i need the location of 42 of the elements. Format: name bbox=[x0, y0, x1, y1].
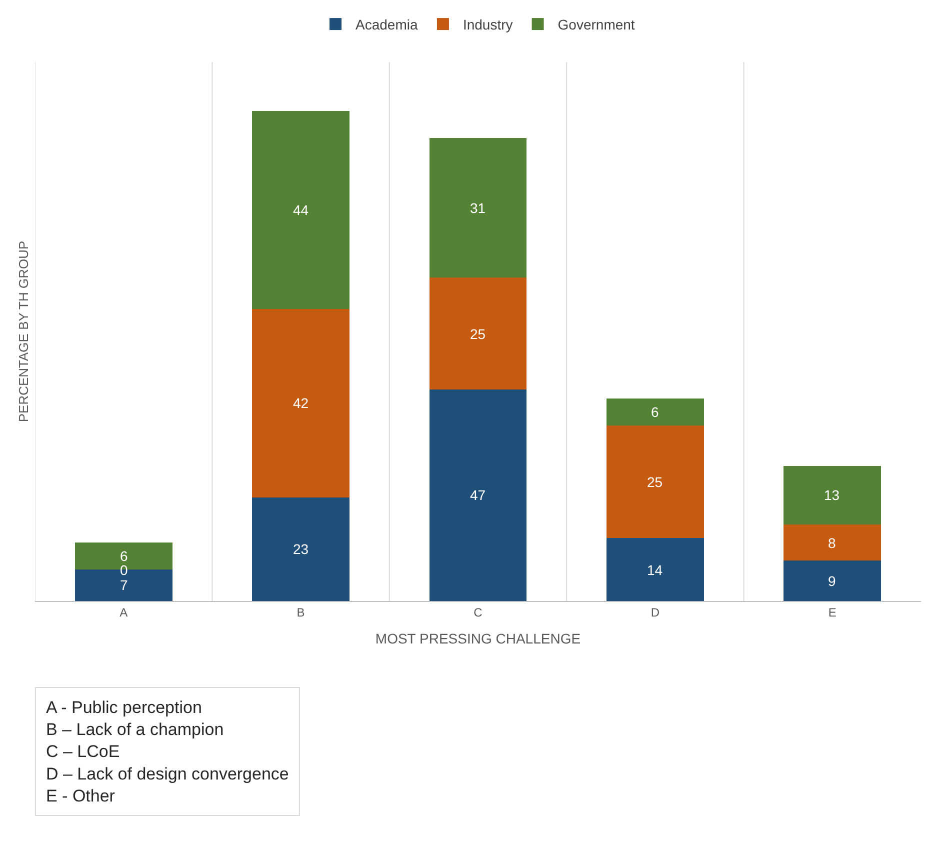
text: A - Public perception bbox=[46, 698, 202, 717]
legend-label: Academia bbox=[356, 16, 418, 32]
data-label: 6 bbox=[651, 404, 659, 420]
data-label: 47 bbox=[470, 487, 486, 503]
x-tick-label: D bbox=[650, 605, 660, 620]
bar bbox=[252, 111, 350, 309]
x-tick-label: A bbox=[120, 605, 128, 620]
data-label: 6 bbox=[120, 548, 128, 564]
bar bbox=[429, 390, 527, 601]
y-axis-title: PERCENTAGE BY TH GROUP bbox=[16, 240, 31, 422]
data-label: 31 bbox=[470, 200, 486, 216]
bar bbox=[606, 398, 704, 426]
x-tick-label: E bbox=[828, 605, 836, 620]
x-tick-label: B bbox=[296, 605, 305, 620]
bar bbox=[784, 466, 882, 525]
bar bbox=[784, 524, 882, 561]
legend-label: Industry bbox=[462, 16, 513, 32]
text: E - Other bbox=[46, 786, 116, 806]
bar bbox=[429, 138, 527, 278]
data-label: 9 bbox=[828, 573, 836, 589]
x-axis-title: MOST PRESSING CHALLENGE bbox=[375, 630, 581, 647]
bar bbox=[606, 426, 704, 538]
data-label: 23 bbox=[293, 541, 309, 557]
data-label: 0 bbox=[120, 562, 128, 578]
bar bbox=[252, 498, 350, 601]
text: D – Lack of design convergence bbox=[46, 764, 289, 784]
bar bbox=[784, 560, 882, 601]
data-label: 25 bbox=[647, 474, 663, 490]
bar bbox=[429, 277, 527, 390]
data-label: 42 bbox=[293, 395, 309, 411]
data-label: 14 bbox=[647, 562, 663, 578]
data-label: 13 bbox=[824, 487, 840, 503]
text: C – LCoE bbox=[46, 742, 120, 762]
bar bbox=[252, 308, 350, 498]
x-tick-label: C bbox=[474, 605, 483, 620]
data-label: 8 bbox=[828, 535, 836, 551]
text: B – Lack of a champion bbox=[46, 720, 224, 740]
data-label: 7 bbox=[120, 577, 128, 593]
legend-label: Government bbox=[558, 16, 635, 32]
data-label: 25 bbox=[470, 326, 486, 342]
bar bbox=[606, 538, 704, 601]
data-label: 44 bbox=[293, 202, 309, 218]
